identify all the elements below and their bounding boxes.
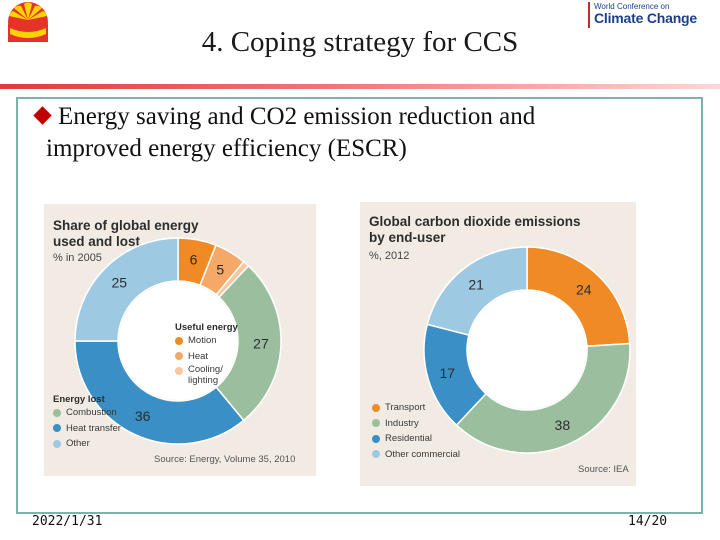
chart2-donut: 24 38 17 21 (423, 246, 631, 454)
chart2-donut-hole (468, 291, 586, 409)
chart2-legend-item-transport: Transport (372, 400, 460, 416)
chart1-slice-other (74, 237, 179, 342)
slide-date: 2022/1/31 (32, 514, 103, 529)
legend-dot-icon (372, 450, 380, 459)
chart2-legend-item-residential: Residential (372, 431, 460, 447)
chart1-title-line2: used and lost (53, 234, 141, 249)
legend-label: Other commercial (385, 448, 460, 460)
company-logo (8, 2, 48, 42)
chart2-slice-industry (455, 342, 631, 454)
legend-label: Industry (385, 417, 419, 429)
bullet-line-2: improved energy efficiency (ESCR) (46, 135, 407, 162)
chart1-slice-combustion (215, 264, 282, 422)
chart2-title: Global carbon dioxide emissions by end-u… (369, 214, 581, 246)
chart2-legend: Transport Industry Residential Other com… (372, 400, 460, 462)
chart1-legend-item-motion: Motion (175, 333, 238, 349)
chart2-data-label: 17 (440, 365, 456, 381)
legend-dot-icon (175, 336, 183, 345)
chart2-subtitle: %, 2012 (369, 250, 410, 262)
chart2-legend-item-other-commercial: Other commercial (372, 447, 460, 463)
legend-label: Transport (385, 402, 426, 414)
legend-dot-icon (175, 352, 183, 361)
legend-dot-icon (175, 367, 183, 375)
bullet-line-1: Energy saving and CO2 emission reduction… (58, 103, 536, 130)
co2-emissions-chart-panel: Global carbon dioxide emissions by end-u… (360, 202, 636, 486)
legend-dot-icon (372, 419, 380, 428)
chart1-legend-item-combustion: Combustion (53, 405, 121, 421)
legend-dot-icon (53, 439, 61, 448)
chart1-legend-lost-title: Energy lost (53, 394, 105, 405)
conference-logo: World Conference on Climate Change (588, 2, 714, 28)
chart2-slice-other-commercial (426, 246, 528, 336)
chart1-title-line1: Share of global energy (53, 218, 199, 233)
conference-logo-line2: Climate Change (594, 10, 697, 26)
chart2-data-label: 24 (576, 281, 592, 297)
legend-label: Cooling/lighting (188, 364, 223, 386)
chart1-slice-heat-transfer (74, 340, 245, 445)
chart1-legend-useful-title: Useful energy (175, 322, 238, 333)
chart1-subtitle: % in 2005 (53, 252, 102, 264)
chart1-data-label: 25 (112, 274, 128, 290)
bullet-point: Energy saving and CO2 emission reduction… (32, 101, 692, 165)
chart1-legend-item-heat-transfer: Heat transfer (53, 421, 121, 437)
slide-page-number: 14/20 (628, 514, 668, 529)
legend-label: Other (66, 438, 90, 450)
legend-label: Residential (385, 433, 432, 445)
chart1-data-label: 36 (135, 408, 151, 424)
chart2-data-label: 21 (468, 276, 484, 292)
legend-label-line1: Cooling/ (188, 364, 223, 375)
legend-dot-icon (372, 403, 380, 412)
chart2-title-line1: Global carbon dioxide emissions (369, 214, 581, 229)
chart1-source: Source: Energy, Volume 35, 2010 (154, 454, 296, 465)
diamond-bullet-icon (33, 106, 52, 125)
chart1-data-label: 6 (190, 251, 198, 267)
header-divider (0, 84, 720, 89)
energy-share-chart-panel: Share of global energy used and lost % i… (44, 204, 316, 476)
legend-dot-icon (53, 408, 61, 417)
legend-dot-icon (372, 434, 380, 443)
chart1-title: Share of global energy used and lost (53, 218, 199, 250)
legend-label: Heat transfer (66, 422, 121, 434)
conference-logo-line1: World Conference on (594, 2, 670, 11)
chart1-data-label: 5 (216, 262, 224, 278)
chart1-legend-lost: Energy lost Combustion Heat transfer Oth… (53, 394, 121, 452)
chart1-legend-item-other: Other (53, 436, 121, 452)
sun-logo-icon (8, 2, 48, 42)
legend-label: Heat (188, 350, 209, 362)
chart1-data-label: 27 (253, 336, 269, 352)
chart2-title-line2: by end-user (369, 230, 446, 245)
chart1-donut: 651273625 (74, 237, 282, 445)
chart1-legend-useful: Useful energy Motion Heat Cooling/lighti… (175, 322, 238, 386)
chart1-legend-item-heat: Heat (175, 349, 238, 365)
chart1-legend-item-cooling: Cooling/lighting (175, 364, 238, 386)
legend-label-line2: lighting (188, 375, 219, 386)
legend-label: Motion (188, 335, 217, 347)
legend-label: Combustion (66, 407, 117, 419)
legend-dot-icon (53, 424, 61, 433)
content-frame (16, 97, 703, 514)
chart2-legend-item-industry: Industry (372, 416, 460, 432)
chart2-source: Source: IEA (578, 464, 629, 475)
slide-title: 4. Coping strategy for CCS (201, 26, 519, 58)
chart2-data-label: 38 (555, 417, 571, 433)
